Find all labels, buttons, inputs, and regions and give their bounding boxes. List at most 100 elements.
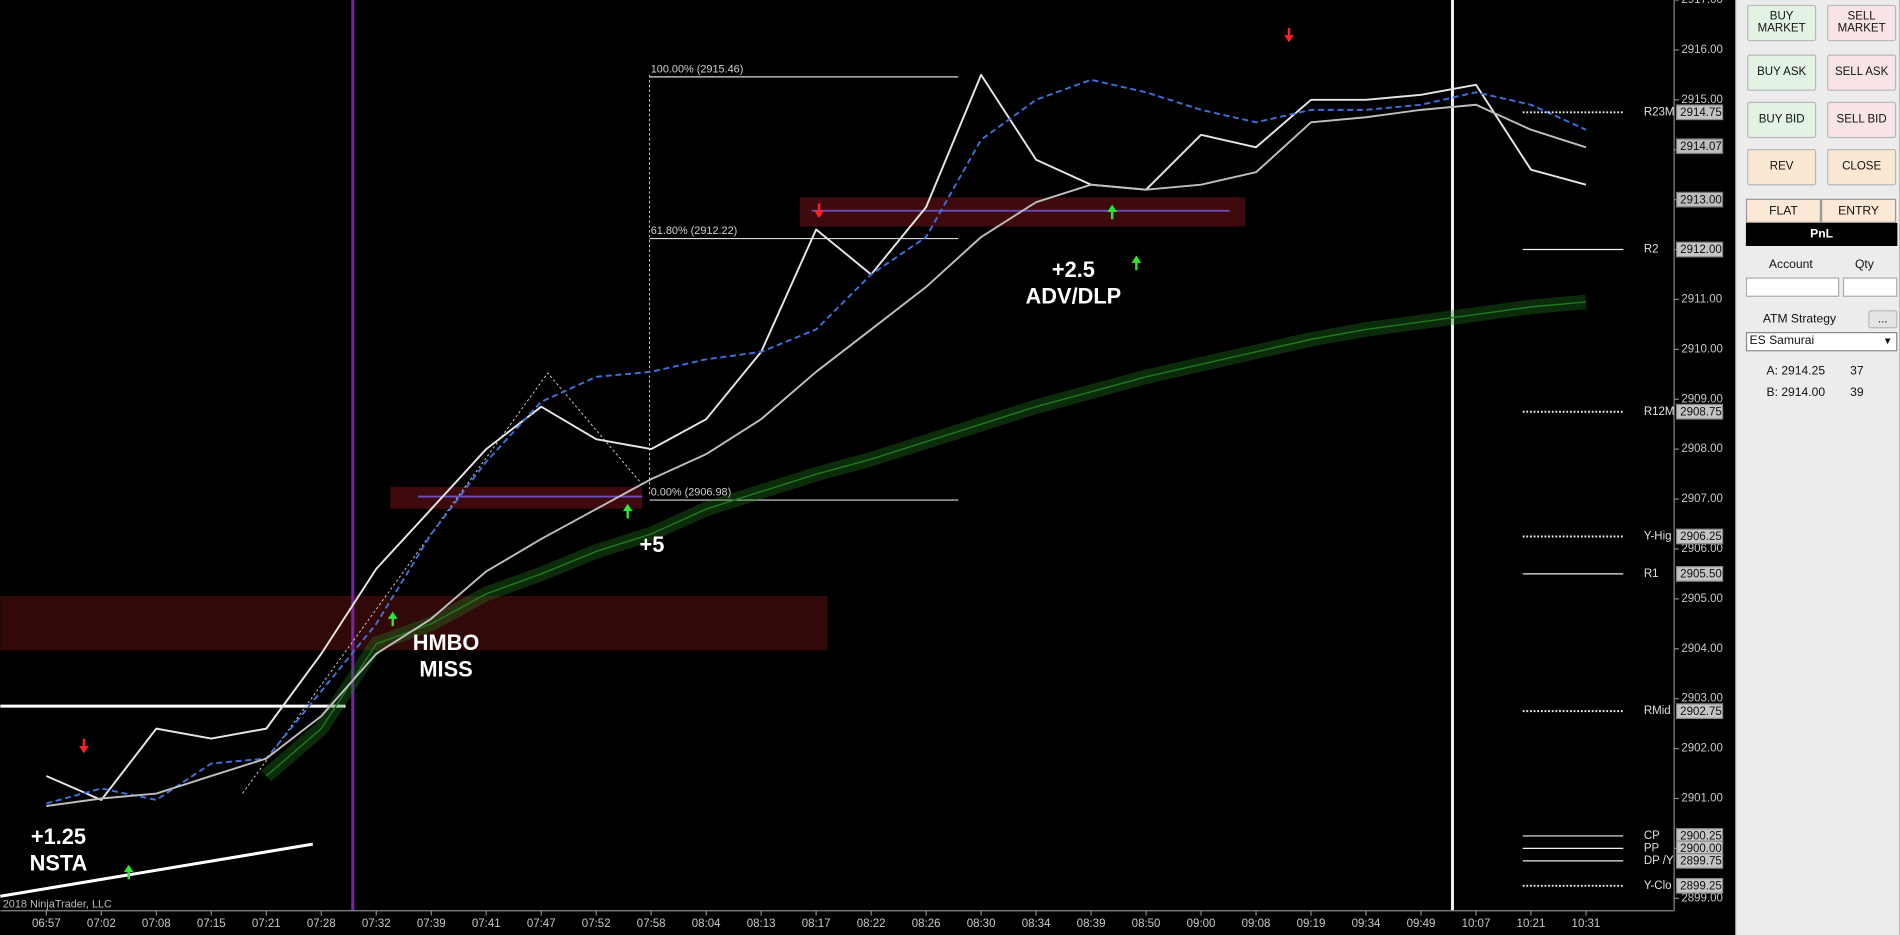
price-line bbox=[45, 73, 1587, 801]
buy-arrow bbox=[1107, 204, 1117, 220]
entry-tab[interactable]: ENTRY bbox=[1821, 198, 1897, 223]
zone bbox=[0, 595, 828, 651]
level-name: R1 bbox=[1644, 568, 1659, 580]
level-name: RMid bbox=[1644, 705, 1671, 717]
x-tick-label: 07:08 bbox=[142, 918, 171, 930]
annotation: +2.5 bbox=[1052, 257, 1095, 282]
bid-size: 39 bbox=[1850, 386, 1864, 400]
x-tick-label: 09:34 bbox=[1352, 918, 1381, 930]
ask-size: 37 bbox=[1850, 364, 1864, 379]
buy-arrow bbox=[387, 611, 398, 627]
x-tick-label: 07:15 bbox=[197, 918, 226, 930]
x-tick-label: 08:04 bbox=[692, 918, 721, 930]
level-box bbox=[1675, 566, 1724, 582]
sell-ask-button[interactable]: SELL ASK bbox=[1827, 54, 1897, 91]
x-tick-label: 10:07 bbox=[1462, 918, 1491, 930]
qty-label: Qty bbox=[1854, 258, 1874, 272]
price-line bbox=[265, 301, 1587, 777]
x-tick-label: 07:58 bbox=[637, 918, 666, 930]
annotation: +1.25 bbox=[31, 824, 86, 849]
dropdown-arrow: ▼ bbox=[1882, 335, 1893, 347]
level-name: Y-Clo bbox=[1644, 880, 1672, 892]
trend-line bbox=[0, 842, 314, 898]
x-tick-label: 08:39 bbox=[1077, 918, 1106, 930]
x-tick-label: 10:31 bbox=[1572, 918, 1601, 930]
fib-label: 100.00% (2915.46) bbox=[651, 63, 744, 75]
x-tick-label: 07:39 bbox=[417, 918, 446, 930]
atm-strategy-label: ATM Strategy bbox=[1762, 312, 1837, 326]
x-tick-label: 07:21 bbox=[252, 918, 281, 930]
x-tick-label: 07:28 bbox=[307, 918, 336, 930]
y-tick-label: 2901.00 bbox=[1681, 793, 1723, 805]
buy-ask-button[interactable]: BUY ASK bbox=[1747, 54, 1817, 91]
fib-label: 0.00% (2906.98) bbox=[651, 487, 732, 499]
strategy-select[interactable]: ES Samurai ▼ bbox=[1745, 332, 1898, 352]
sell-arrow bbox=[1284, 27, 1294, 43]
level-value: 2899.75 bbox=[1680, 856, 1722, 868]
level-name: R2 bbox=[1644, 244, 1659, 256]
strategy-name: ES Samurai bbox=[1749, 334, 1815, 348]
level-value: 2905.50 bbox=[1680, 569, 1722, 581]
sell-arrows bbox=[79, 27, 1294, 754]
sell-arrow bbox=[79, 738, 89, 754]
level-box bbox=[1675, 528, 1724, 545]
chart-background bbox=[0, 0, 1734, 935]
fib-label: 61.80% (2912.22) bbox=[651, 225, 738, 237]
account-input[interactable] bbox=[1745, 277, 1840, 297]
sell-market-button[interactable]: SELL MARKET bbox=[1827, 4, 1897, 42]
sell-bid-button[interactable]: SELL BID bbox=[1827, 101, 1897, 139]
x-tick-label: 07:47 bbox=[527, 918, 556, 930]
price-marker bbox=[1675, 138, 1724, 155]
buy-market-button[interactable]: BUY MARKET bbox=[1747, 4, 1817, 42]
close-button[interactable]: CLOSE bbox=[1827, 149, 1897, 186]
x-tick-label: 09:00 bbox=[1187, 918, 1216, 930]
level-value: 2899.25 bbox=[1680, 880, 1722, 892]
x-tick-label: 08:26 bbox=[912, 918, 941, 930]
annotation: ADV/DLP bbox=[1026, 284, 1122, 309]
price-line bbox=[46, 78, 1587, 805]
y-tick-label: 2917.00 bbox=[1681, 0, 1723, 6]
bid-price: B: 2914.00 bbox=[1766, 386, 1826, 400]
flat-tab[interactable]: FLAT bbox=[1745, 198, 1822, 223]
account-label: Account bbox=[1768, 258, 1813, 272]
y-tick-label: 2899.00 bbox=[1681, 892, 1723, 904]
x-tick-label: 08:30 bbox=[967, 918, 996, 930]
y-tick-label: 2909.00 bbox=[1681, 393, 1723, 405]
level-value: 2912.00 bbox=[1680, 244, 1722, 256]
x-tick-label: 08:17 bbox=[802, 918, 831, 930]
level-name: R12M bbox=[1644, 406, 1675, 418]
y-tick-label: 2911.00 bbox=[1681, 293, 1722, 305]
qty-input[interactable] bbox=[1842, 277, 1898, 297]
x-tick-label: 09:19 bbox=[1297, 918, 1326, 930]
level-box bbox=[1675, 877, 1724, 894]
level-value: 2908.75 bbox=[1680, 406, 1722, 418]
order-panel: BUY MARKET SELL MARKET BUY ASK SELL ASK … bbox=[1735, 0, 1900, 935]
buy-bid-button[interactable]: BUY BID bbox=[1747, 101, 1817, 139]
x-tick-label: 07:52 bbox=[582, 918, 611, 930]
level-box bbox=[1675, 852, 1724, 869]
y-tick-label: 2904.00 bbox=[1681, 643, 1723, 655]
zigzag bbox=[242, 372, 643, 794]
x-tick-label: 08:34 bbox=[1022, 918, 1051, 930]
level-value: 2902.75 bbox=[1680, 706, 1722, 718]
sell-arrow bbox=[814, 203, 824, 219]
level-name: CP bbox=[1644, 830, 1660, 842]
pnl-bar: PnL bbox=[1745, 222, 1898, 246]
level-name: DP /Y bbox=[1644, 855, 1674, 867]
x-tick-label: 07:02 bbox=[87, 918, 116, 930]
price-marker bbox=[1675, 191, 1724, 208]
y-tick-label: 2903.00 bbox=[1681, 693, 1723, 705]
copyright: 2018 NinjaTrader, LLC bbox=[3, 899, 112, 911]
level-value: 2900.00 bbox=[1680, 843, 1722, 855]
level-name: R23M bbox=[1644, 106, 1675, 118]
x-tick-label: 10:21 bbox=[1517, 918, 1546, 930]
price-marker-label: 2913.00 bbox=[1680, 194, 1722, 206]
zone bbox=[799, 197, 1246, 227]
rev-button[interactable]: REV bbox=[1747, 149, 1817, 186]
level-name: Y-Hig bbox=[1644, 531, 1672, 543]
atm-more-button[interactable]: ... bbox=[1868, 310, 1898, 329]
level-value: 2900.25 bbox=[1680, 831, 1722, 843]
x-tick-label: 09:49 bbox=[1407, 918, 1436, 930]
x-tick-label: 09:08 bbox=[1242, 918, 1271, 930]
